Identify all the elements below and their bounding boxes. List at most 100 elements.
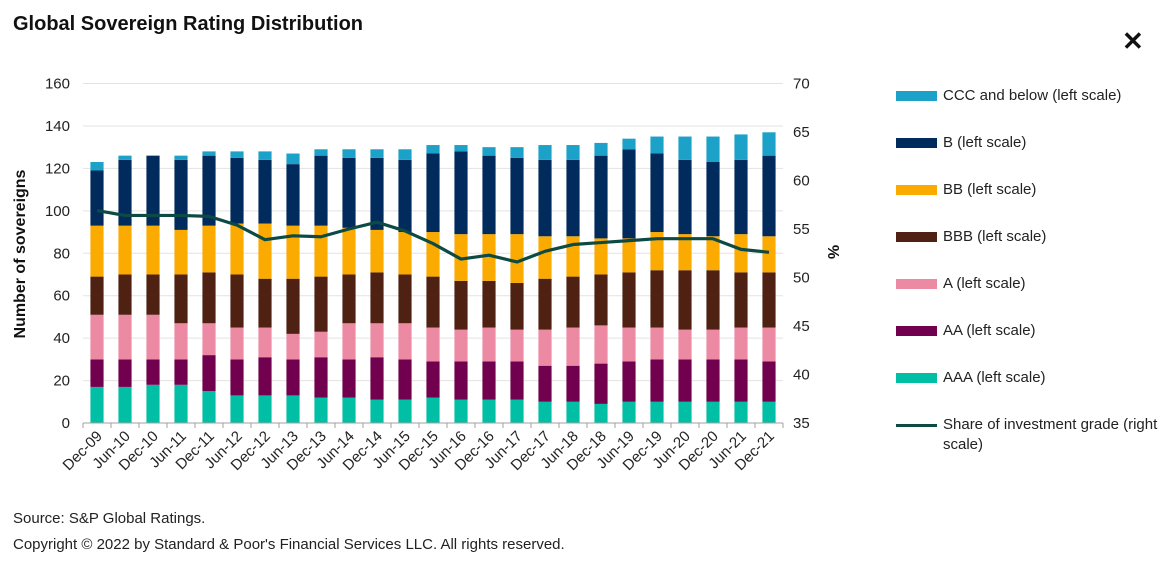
y-tick-label: 120 xyxy=(45,160,70,177)
legend-color-swatch xyxy=(896,326,937,336)
legend-item: BBB (left scale) xyxy=(896,227,1046,247)
legend-item: BB (left scale) xyxy=(896,180,1036,200)
bar-stack xyxy=(566,145,580,423)
bar-segment-bbb xyxy=(622,272,636,328)
bar-segment-a xyxy=(174,323,188,360)
bar-segment-bb xyxy=(202,225,216,273)
bar-stack xyxy=(118,155,132,423)
bar-segment-aaa xyxy=(230,395,244,423)
bar-segment-bbb xyxy=(426,276,440,328)
bar-segment-bb xyxy=(650,232,664,271)
bar-stack xyxy=(426,145,440,423)
legend-label: BBB (left scale) xyxy=(943,228,1047,245)
bar-stack xyxy=(286,153,300,423)
bar-segment-bbb xyxy=(230,274,244,328)
bar-segment-a xyxy=(734,327,748,360)
bar-segment-ccc xyxy=(482,147,496,156)
bar-segment-a xyxy=(510,329,524,362)
bar-segment-ccc xyxy=(538,145,552,160)
bar-segment-bbb xyxy=(398,274,412,324)
bar-segment-bbb xyxy=(650,270,664,328)
source-note: Source: S&P Global Ratings. xyxy=(13,510,206,527)
bar-segment-aa xyxy=(650,359,664,402)
bar-segment-bb xyxy=(118,225,132,275)
bar-segment-aa xyxy=(538,365,552,402)
bar-segment-aa xyxy=(762,361,776,402)
bar-segment-b xyxy=(146,155,160,226)
bar-segment-a xyxy=(538,329,552,366)
bar-segment-aaa xyxy=(118,386,132,423)
legend-color-swatch xyxy=(896,138,937,148)
bar-segment-b xyxy=(426,153,440,233)
bar-segment-b xyxy=(174,159,188,230)
bar-segment-a xyxy=(286,333,300,360)
bar-stack xyxy=(622,138,636,423)
bar-segment-ccc xyxy=(202,151,216,156)
bar-segment-a xyxy=(454,329,468,362)
bar-segment-b xyxy=(258,159,272,224)
bar-segment-aaa xyxy=(174,384,188,423)
bar-segment-a xyxy=(90,314,104,360)
bar-segment-bb xyxy=(678,234,692,271)
bar-stack xyxy=(650,136,664,423)
bar-segment-aaa xyxy=(622,401,636,423)
bar-segment-a xyxy=(622,327,636,362)
legend-label: CCC and below (left scale) xyxy=(943,87,1122,104)
bar-stack xyxy=(202,151,216,423)
bar-segment-bbb xyxy=(734,272,748,328)
bar-segment-aaa xyxy=(426,397,440,423)
close-icon[interactable]: ✕ xyxy=(1122,26,1144,56)
bar-segment-aaa xyxy=(762,401,776,423)
bar-segment-bb xyxy=(174,229,188,275)
investment-grade-line xyxy=(96,208,770,264)
bar-stack xyxy=(146,155,160,423)
bar-segment-aa xyxy=(678,359,692,402)
bar-segment-a xyxy=(118,314,132,360)
bar-segment-aa xyxy=(566,365,580,402)
bar-segment-aa xyxy=(622,361,636,402)
legend-label: B (left scale) xyxy=(943,134,1027,151)
bar-segment-aaa xyxy=(678,401,692,423)
bar-segment-bb xyxy=(230,223,244,275)
bar-segment-b xyxy=(314,155,328,226)
bar-segment-b xyxy=(734,159,748,235)
bar-segment-bbb xyxy=(510,282,524,330)
bar-segment-aa xyxy=(594,363,608,404)
legend-item: AA (left scale) xyxy=(896,321,1036,341)
bar-segment-aaa xyxy=(370,399,384,423)
bar-segment-bb xyxy=(342,227,356,275)
bar-segment-ccc xyxy=(258,151,272,160)
bar-segment-bbb xyxy=(258,278,272,328)
bar-segment-bbb xyxy=(342,274,356,324)
bar-segment-bb xyxy=(398,232,412,275)
bar-segment-bbb xyxy=(286,278,300,334)
bar-segment-bb xyxy=(510,234,524,283)
bar-segment-aaa xyxy=(90,386,104,423)
y-tick-label: 160 xyxy=(45,76,70,93)
legend-item: A (left scale) xyxy=(896,274,1026,294)
bar-segment-ccc xyxy=(454,145,468,152)
legend-color-swatch xyxy=(896,373,937,383)
bar-segment-bb xyxy=(622,238,636,273)
legend-color-swatch xyxy=(896,232,937,242)
bar-stack xyxy=(762,132,776,423)
legend-label: BB (left scale) xyxy=(943,181,1037,198)
legend-item: B (left scale) xyxy=(896,133,1026,153)
bar-stack xyxy=(594,142,608,423)
bar-stack xyxy=(538,145,552,423)
bar-segment-aa xyxy=(370,357,384,400)
bar-segment-b xyxy=(622,149,636,239)
bar-segment-bb xyxy=(594,238,608,275)
bar-segment-bbb xyxy=(174,274,188,324)
bar-segment-bbb xyxy=(594,274,608,326)
bar-segment-aaa xyxy=(594,403,608,423)
bar-segment-ccc xyxy=(342,149,356,158)
bar-segment-aa xyxy=(706,359,720,402)
bar-segment-b xyxy=(398,159,412,233)
bar-segment-ccc xyxy=(678,136,692,160)
bar-segment-aa xyxy=(454,361,468,400)
bar-stack xyxy=(706,136,720,423)
bar-stack xyxy=(678,136,692,423)
bar-stack xyxy=(482,147,496,423)
bar-segment-ccc xyxy=(622,138,636,150)
